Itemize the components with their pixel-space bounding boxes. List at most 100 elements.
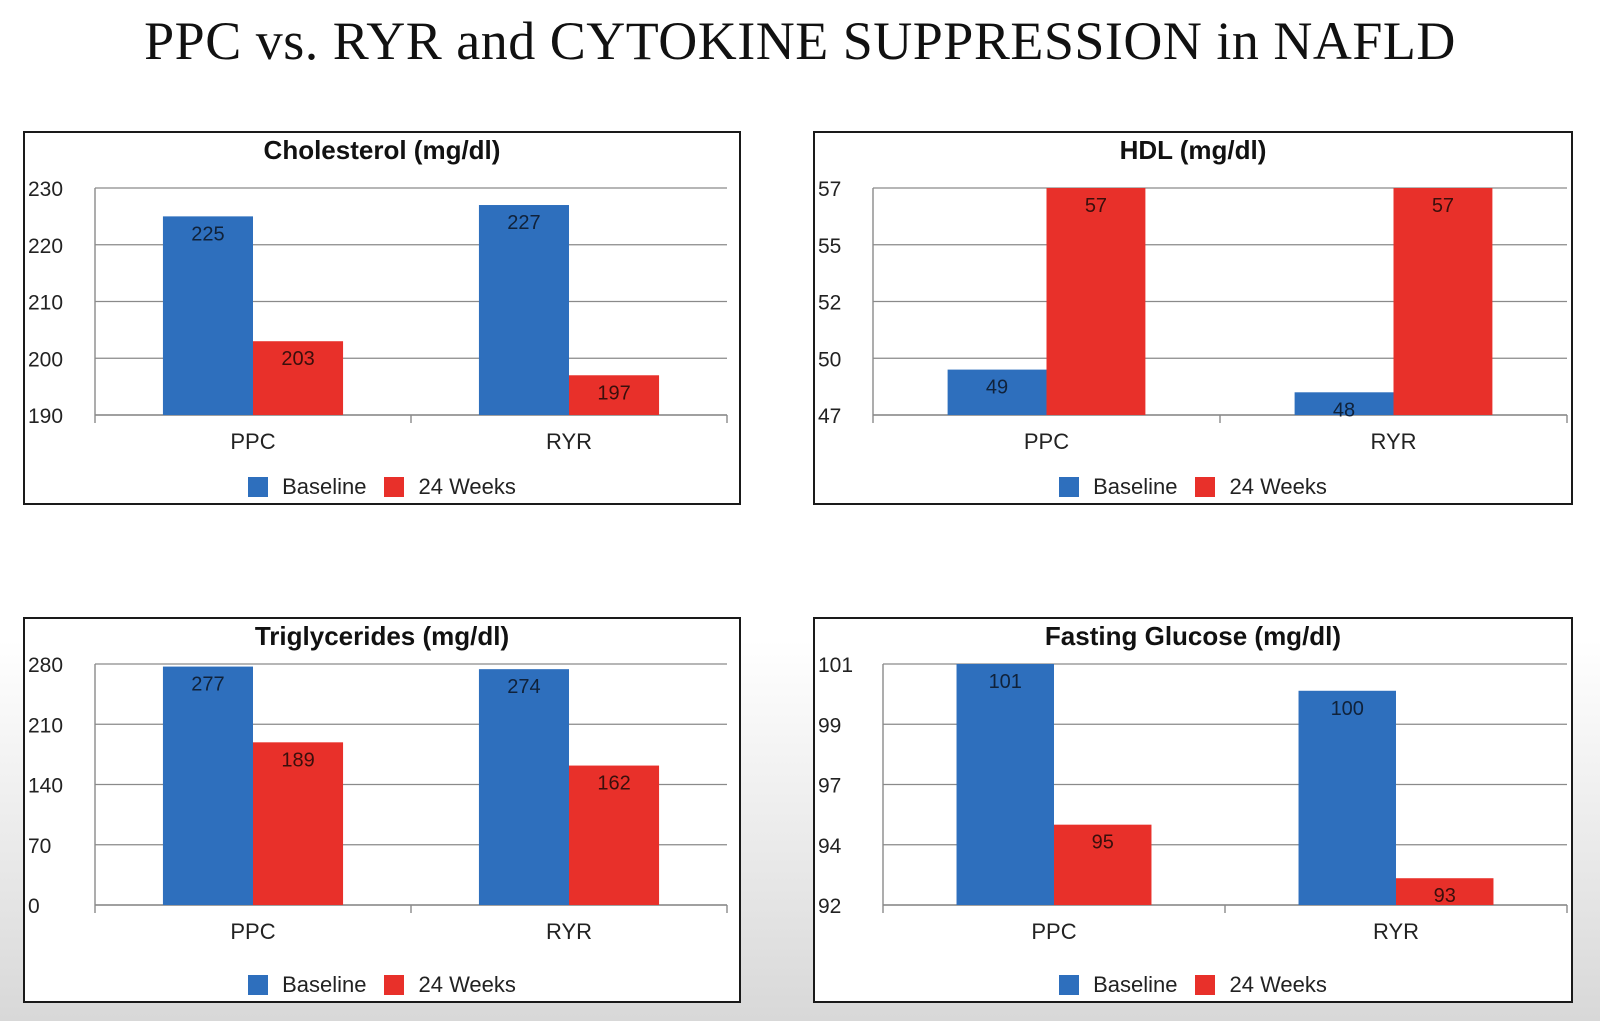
legend-swatch-baseline [1059,975,1080,995]
bar-24-weeks [253,341,344,415]
data-label: 277 [191,674,224,696]
data-label: 274 [507,676,540,698]
y-tick-label: 0 [28,895,40,918]
bar-baseline [947,369,1047,415]
y-tick-label: 94 [818,835,842,858]
bar-baseline [478,205,569,415]
x-category-label: RYR [1373,919,1419,944]
y-tick-label: 101 [818,654,853,677]
chart-legend: Baseline 24 Weeks [25,471,739,503]
triglycerides-chart: Triglycerides (mg/dl) 0 70 140 210 280 277 189… [23,617,741,1003]
legend-item-24-weeks: 24 Weeks [384,972,516,998]
data-label: 95 [1092,832,1114,854]
data-label: 57 [1085,195,1107,217]
hdl-plot: 47 50 52 55 57 49 57 PPC 48 57 RYR [818,178,1568,454]
bar-baseline [162,666,253,905]
data-label: 101 [989,671,1022,693]
bar-24-weeks [1396,878,1494,905]
legend-label-24-weeks: 24 Weeks [1229,474,1327,499]
legend-label-baseline: Baseline [282,474,367,499]
bar-24-weeks [1046,188,1146,415]
fasting-glucose-chart: Fasting Glucose (mg/dl) 92 94 97 99 101 101 95… [813,617,1573,1003]
legend-swatch-baseline [248,477,269,497]
bar-baseline [956,664,1054,905]
y-tick-label: 52 [818,292,841,315]
data-label: 197 [597,382,630,404]
y-tick-label: 97 [818,775,841,798]
bar-baseline [478,669,569,905]
x-category-label: PPC [230,429,275,454]
legend-label-24-weeks: 24 Weeks [1229,972,1327,997]
triglycerides-plot: 0 70 140 210 280 277 189 PPC 274 162 RYR [28,654,728,944]
cholesterol-plot: 190 200 210 220 230 225 203 PPC 227 197 RYR [28,178,728,454]
chart-legend: Baseline 24 Weeks [815,471,1571,503]
bar-24-weeks [253,742,344,905]
cholesterol-chart: Cholesterol (mg/dl) 190 200 210 220 230 225 20… [23,131,741,505]
bar-baseline [162,216,253,415]
data-label: 57 [1432,195,1454,217]
data-label: 100 [1331,698,1364,720]
data-label: 225 [191,223,224,245]
hdl-chart: HDL (mg/dl) 47 50 52 55 57 49 57 PPC 48 57 RYR Bas… [813,131,1573,505]
legend-item-24-weeks: 24 Weeks [1195,474,1327,500]
bar-baseline [1298,690,1396,905]
chart-title: Cholesterol (mg/dl) [263,135,501,165]
y-tick-label: 210 [28,714,63,737]
data-label: 227 [507,212,540,234]
bar-24-weeks [1054,824,1152,905]
legend-item-24-weeks: 24 Weeks [384,474,516,500]
x-category-label: PPC [1031,919,1076,944]
legend-label-baseline: Baseline [282,972,367,997]
x-category-label: RYR [546,919,592,944]
y-tick-label: 230 [28,178,63,201]
y-tick-label: 50 [818,348,841,371]
legend-item-baseline: Baseline [248,972,366,998]
legend-item-24-weeks: 24 Weeks [1195,972,1327,998]
bar-24-weeks [569,375,660,415]
legend-item-baseline: Baseline [1059,972,1177,998]
legend-item-baseline: Baseline [1059,474,1177,500]
data-label: 162 [597,773,630,795]
y-tick-label: 190 [28,405,63,428]
x-category-label: PPC [1024,429,1069,454]
data-label: 48 [1333,399,1355,421]
slide-title: PPC vs. RYR and CYTOKINE SUPPRESSION in … [144,11,1456,71]
fasting-glucose-plot: 92 94 97 99 101 101 95 PPC 100 93 RYR [818,654,1568,944]
legend-label-24-weeks: 24 Weeks [418,474,516,499]
x-category-label: RYR [546,429,592,454]
y-tick-label: 55 [818,235,841,258]
bar-baseline [1294,392,1394,415]
x-category-label: PPC [230,919,275,944]
legend-item-baseline: Baseline [248,474,366,500]
legend-swatch-24-weeks [1195,975,1216,995]
y-tick-label: 70 [28,835,51,858]
y-tick-label: 140 [28,775,63,798]
y-tick-label: 220 [28,235,63,258]
legend-label-baseline: Baseline [1093,972,1178,997]
legend-label-24-weeks: 24 Weeks [418,972,516,997]
legend-swatch-24-weeks [384,975,405,995]
chart-title: Fasting Glucose (mg/dl) [1044,621,1342,651]
y-tick-label: 92 [818,895,841,918]
y-tick-label: 47 [818,405,841,428]
y-tick-label: 99 [818,714,841,737]
data-label: 189 [281,749,314,771]
chart-legend: Baseline 24 Weeks [25,969,739,1001]
data-label: 93 [1434,885,1456,907]
chart-title: Triglycerides (mg/dl) [254,621,510,651]
y-tick-label: 280 [28,654,63,677]
legend-swatch-24-weeks [1195,477,1216,497]
bar-24-weeks [1393,188,1493,415]
y-tick-label: 200 [28,348,63,371]
data-label: 49 [986,377,1008,399]
chart-legend: Baseline 24 Weeks [815,969,1571,1001]
x-category-label: RYR [1370,429,1416,454]
legend-swatch-baseline [1059,477,1080,497]
y-tick-label: 210 [28,292,63,315]
legend-label-baseline: Baseline [1093,474,1178,499]
bar-24-weeks [569,765,660,905]
y-tick-label: 57 [818,178,841,201]
legend-swatch-24-weeks [384,477,405,497]
data-label: 203 [281,348,314,370]
chart-title: HDL (mg/dl) [1119,135,1267,165]
